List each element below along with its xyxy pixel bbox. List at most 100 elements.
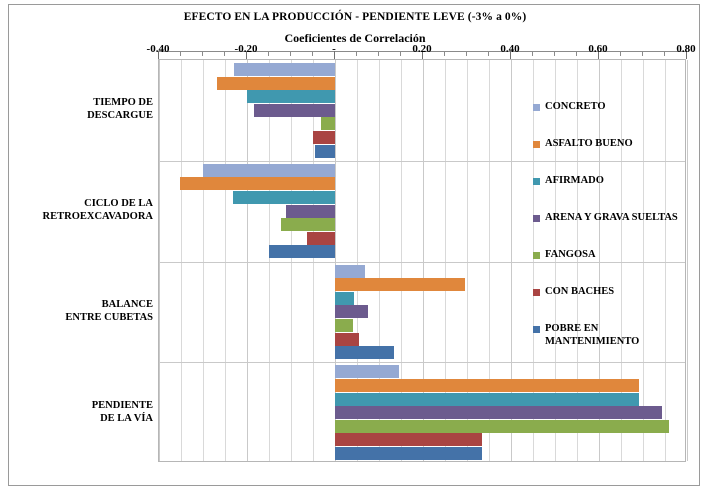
bar — [335, 365, 400, 379]
gridline-minor — [225, 60, 226, 461]
x-tick-minor — [664, 51, 665, 56]
legend-item[interactable]: ASFALTO BUENO — [533, 138, 633, 151]
bar — [285, 204, 335, 218]
legend-item[interactable]: ARENA Y GRAVA SUELTAS — [533, 212, 678, 225]
bar — [268, 245, 335, 259]
bar — [335, 305, 368, 319]
x-tick-label: -0.40 — [146, 43, 170, 55]
category-label-line: TIEMPO DE — [93, 97, 153, 109]
category-label-line: BALANCE — [101, 298, 153, 310]
x-tick-minor — [180, 51, 181, 56]
bar — [335, 378, 640, 392]
x-tick-major — [334, 51, 335, 59]
gridline-major — [335, 60, 336, 461]
legend-label: POBRE EN MANTENIMIENTO — [545, 323, 640, 347]
legend-label: AFIRMADO — [545, 175, 604, 186]
legend-label: CONCRETO — [545, 101, 606, 112]
gridline-minor — [401, 60, 402, 461]
x-tick-label: 0.20 — [412, 43, 432, 55]
category-separator — [159, 261, 685, 263]
bar — [335, 419, 669, 433]
bar — [314, 144, 335, 158]
bar — [335, 278, 465, 292]
gridline-major — [159, 60, 160, 461]
bar — [335, 264, 365, 278]
legend-swatch-icon — [533, 178, 540, 185]
gridline-minor — [445, 60, 446, 461]
gridline-minor — [379, 60, 380, 461]
x-tick-minor — [400, 51, 401, 56]
x-tick-label: 0.60 — [588, 43, 608, 55]
bar — [233, 63, 335, 77]
bar — [180, 177, 335, 191]
legend-swatch-icon — [533, 141, 540, 148]
gridline-minor — [357, 60, 358, 461]
x-tick-label: 0.80 — [676, 43, 696, 55]
x-tick-label: - — [332, 43, 336, 55]
gridline-minor — [291, 60, 292, 461]
x-axis-title: Coeficientes de Correlación — [284, 31, 426, 45]
legend-item[interactable]: FANGOSA — [533, 249, 596, 262]
gridline-minor — [489, 60, 490, 461]
gridline-major — [687, 60, 688, 461]
x-tick-minor — [532, 51, 533, 56]
legend-item[interactable]: CONCRETO — [533, 101, 605, 114]
x-tick-minor — [488, 51, 489, 56]
legend-item[interactable]: AFIRMADO — [533, 175, 604, 188]
legend-item[interactable]: POBRE EN MANTENIMIENTO — [533, 323, 639, 348]
bar — [247, 90, 335, 104]
x-tick-minor — [642, 51, 643, 56]
category-label-line: DE LA VÍA — [100, 412, 153, 424]
category-axis-labels: TIEMPO DE DESCARGUE CICLO DE LA RETROEXCAVA… — [25, 59, 153, 462]
bar — [320, 117, 335, 131]
legend-swatch-icon — [533, 252, 540, 259]
x-tick-major — [598, 51, 599, 59]
x-axis-tick-strip — [158, 51, 687, 60]
x-tick-minor — [466, 51, 467, 56]
legend-item[interactable]: CON BACHES — [533, 286, 614, 299]
chart-frame: EFECTO EN LA PRODUCCIÓN - PENDIENTE LEVE… — [8, 4, 700, 486]
category-label-line: CICLO DE LA — [84, 198, 153, 210]
x-tick-major — [686, 51, 687, 59]
x-tick-minor — [290, 51, 291, 56]
x-tick-minor — [378, 51, 379, 56]
gridline-minor — [665, 60, 666, 461]
category-label-line: PENDIENTE — [91, 399, 153, 411]
gridline-major — [511, 60, 512, 461]
bar — [335, 446, 482, 460]
x-tick-minor — [224, 51, 225, 56]
legend-label: ARENA Y GRAVA SUELTAS — [545, 212, 678, 223]
x-tick-minor — [356, 51, 357, 56]
gridline-minor — [467, 60, 468, 461]
x-tick-minor — [620, 51, 621, 56]
bar — [233, 191, 335, 205]
gridline-minor — [203, 60, 204, 461]
bar — [335, 346, 395, 360]
bar — [313, 131, 335, 145]
x-tick-minor — [312, 51, 313, 56]
legend-label: ASFALTO BUENO — [545, 138, 633, 149]
x-tick-major — [158, 51, 159, 59]
legend-label: FANGOSA — [545, 249, 596, 260]
chart-title: EFECTO EN LA PRODUCCIÓN - PENDIENTE LEVE… — [183, 11, 527, 23]
gridline-major — [247, 60, 248, 461]
bar — [280, 218, 335, 232]
x-tick-label: -0.20 — [234, 43, 258, 55]
x-tick-major — [510, 51, 511, 59]
gridline-minor — [555, 60, 556, 461]
x-tick-minor — [202, 51, 203, 56]
x-tick-minor — [576, 51, 577, 56]
legend-label: CON BACHES — [545, 286, 615, 297]
gridline-minor — [533, 60, 534, 461]
bar — [217, 76, 335, 90]
category-label-line: RETROEXCAVADORA — [42, 211, 153, 223]
bar — [335, 318, 354, 332]
bar — [335, 433, 482, 447]
gridline-minor — [621, 60, 622, 461]
gridline-minor — [577, 60, 578, 461]
x-tick-minor — [444, 51, 445, 56]
gridline-minor — [643, 60, 644, 461]
gridline-major — [423, 60, 424, 461]
bar — [306, 231, 335, 245]
category-label: CICLO DE LA RETROEXCAVADORA — [25, 197, 153, 223]
